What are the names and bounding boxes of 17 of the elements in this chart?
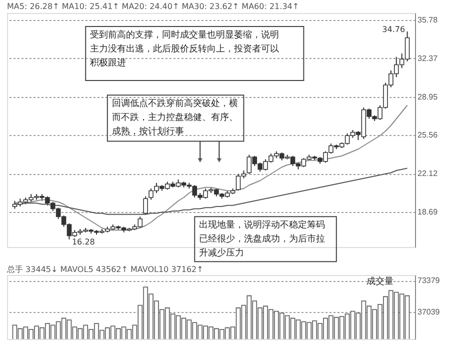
y-tick-label: 18.69: [418, 208, 438, 217]
annotation: 34.76: [382, 24, 406, 34]
candlestick: [143, 196, 148, 215]
annotation: 16.28: [72, 238, 95, 246]
y-tick-label: 35.78: [418, 15, 438, 24]
annotation: 回调低点不跌穿前高突破处，横而不跌，主力控盘稳健、有序、成熟，按计划行事: [112, 98, 238, 138]
annotation: 受到前高的支撑，同时成交量也明显萎缩，说明主力没有出逃，此后股价反转向上，投资者可以积极跟进: [90, 29, 279, 68]
y-tick-label: 73379: [418, 276, 440, 286]
chart-title: 总手 33445↓ MAVOL5 43562↑ MAVOL10 37162↑: [6, 265, 204, 274]
y-tick-label: 32.37: [418, 54, 438, 63]
y-tick-label: 28.95: [418, 92, 438, 102]
y-tick-label: 25.56: [418, 130, 438, 140]
annotation: 成交量: [366, 276, 394, 287]
annotation: 出现地量，说明浮动不稳定筹码已经很少，洗盘成功，为后市拉升减少压力: [199, 220, 326, 259]
y-tick-label: 37039: [418, 308, 440, 317]
y-tick-label: 22.12: [418, 169, 438, 178]
chart-subtitle: MA5: 26.28↑ MA10: 25.41↑ MA20: 24.40↑ MA30: 23.62↑ MA60: 21.34↑: [7, 2, 300, 11]
